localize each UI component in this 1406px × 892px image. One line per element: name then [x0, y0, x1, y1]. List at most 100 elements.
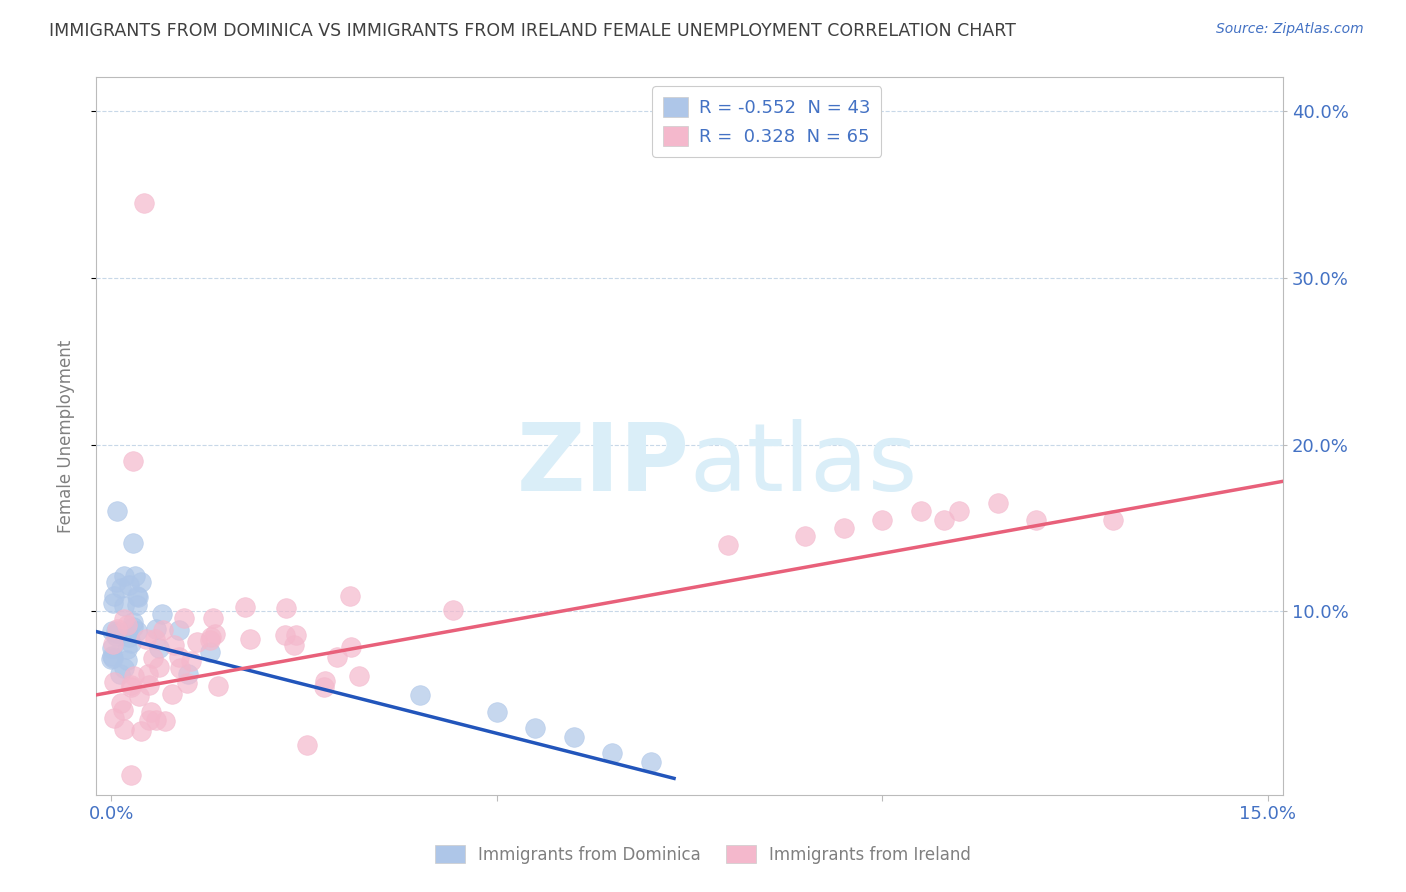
Point: [602, 747, 624, 761]
Point: [142, 650, 165, 665]
Point: [153, 714, 176, 729]
Point: [112, 722, 135, 736]
Point: [640, 755, 662, 769]
Point: [163, 639, 186, 653]
Text: Source: ZipAtlas.com: Source: ZipAtlas.com: [1216, 22, 1364, 37]
Point: [135, 632, 157, 646]
Point: [101, 650, 124, 665]
Point: [132, 195, 155, 210]
Point: [110, 696, 132, 710]
Point: [139, 706, 162, 720]
Point: [105, 629, 128, 643]
Point: [326, 650, 349, 665]
Point: [176, 675, 198, 690]
Point: [284, 628, 307, 642]
Point: [105, 622, 128, 636]
Point: [160, 687, 183, 701]
Point: [409, 688, 432, 702]
Point: [339, 590, 361, 604]
Y-axis label: Female Unemployment: Female Unemployment: [58, 340, 75, 533]
Point: [148, 660, 170, 674]
Legend: R = -0.552  N = 43, R =  0.328  N = 65: R = -0.552 N = 43, R = 0.328 N = 65: [652, 87, 882, 157]
Point: [200, 632, 222, 647]
Point: [167, 650, 190, 665]
Point: [870, 513, 893, 527]
Point: [138, 713, 160, 727]
Point: [207, 679, 229, 693]
Point: [910, 504, 932, 518]
Point: [129, 574, 152, 589]
Point: [233, 599, 256, 614]
Point: [314, 673, 336, 688]
Point: [121, 536, 143, 550]
Point: [124, 569, 146, 583]
Point: [274, 600, 297, 615]
Point: [127, 590, 149, 604]
Point: [105, 626, 128, 640]
Point: [169, 661, 191, 675]
Point: [108, 666, 131, 681]
Point: [101, 596, 124, 610]
Point: [794, 529, 817, 543]
Point: [110, 581, 132, 595]
Point: [105, 624, 128, 638]
Point: [150, 607, 173, 621]
Point: [152, 623, 174, 637]
Point: [562, 730, 585, 744]
Point: [118, 630, 141, 644]
Point: [1102, 513, 1125, 527]
Point: [987, 496, 1010, 510]
Point: [948, 504, 970, 518]
Point: [180, 654, 202, 668]
Point: [103, 589, 125, 603]
Point: [125, 624, 148, 639]
Point: [136, 667, 159, 681]
Point: [115, 642, 138, 657]
Point: [143, 632, 166, 646]
Point: [101, 637, 124, 651]
Point: [204, 626, 226, 640]
Point: [485, 705, 508, 719]
Point: [101, 624, 124, 638]
Point: [932, 513, 955, 527]
Point: [148, 640, 170, 655]
Point: [104, 575, 127, 590]
Point: [100, 649, 122, 664]
Point: [120, 678, 142, 692]
Point: [202, 611, 225, 625]
Point: [832, 521, 855, 535]
Point: [138, 678, 160, 692]
Point: [105, 504, 128, 518]
Point: [112, 661, 135, 675]
Point: [239, 632, 262, 647]
Point: [145, 713, 167, 727]
Point: [717, 538, 740, 552]
Point: [339, 640, 361, 654]
Point: [122, 615, 145, 629]
Point: [186, 635, 208, 649]
Point: [100, 651, 122, 665]
Point: [103, 711, 125, 725]
Point: [441, 603, 464, 617]
Point: [127, 598, 149, 612]
Point: [295, 738, 318, 752]
Point: [274, 628, 297, 642]
Point: [200, 630, 222, 644]
Point: [524, 721, 547, 735]
Point: [120, 768, 142, 782]
Point: [283, 638, 305, 652]
Point: [129, 723, 152, 738]
Text: atlas: atlas: [689, 419, 918, 511]
Point: [122, 454, 145, 468]
Point: [167, 624, 190, 638]
Point: [347, 668, 370, 682]
Point: [112, 569, 135, 583]
Point: [120, 636, 142, 650]
Point: [173, 611, 195, 625]
Point: [112, 611, 135, 625]
Point: [120, 681, 142, 695]
Point: [1025, 513, 1047, 527]
Point: [122, 668, 145, 682]
Point: [101, 641, 124, 656]
Point: [112, 599, 135, 613]
